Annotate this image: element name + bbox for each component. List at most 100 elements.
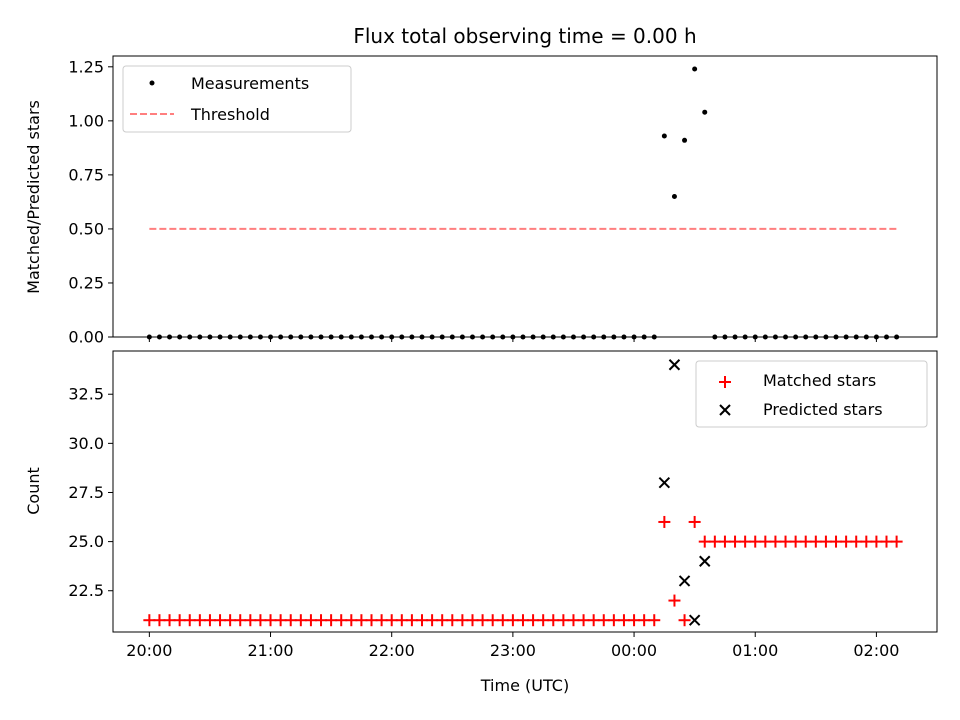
bottom-legend-box — [695, 360, 928, 428]
measurement-point — [702, 109, 708, 115]
matched-star-point — [890, 535, 903, 548]
matched-star-point — [203, 614, 216, 627]
legend-predicted-label: Predicted stars — [763, 400, 883, 419]
predicted-star-point — [688, 614, 701, 626]
matched-star-point — [294, 614, 307, 627]
matched-star-point — [466, 614, 479, 627]
matched-star-point — [143, 614, 156, 627]
matched-star-point — [799, 535, 812, 548]
matched-star-point — [496, 614, 509, 627]
bottom-axes-frame — [112, 350, 938, 633]
top-y-tick-label: 0.50 — [68, 219, 104, 238]
matched-star-point — [597, 614, 610, 627]
matched-star-point — [456, 614, 469, 627]
matched-star-point — [446, 614, 459, 627]
matched-star-point — [830, 535, 843, 548]
matched-star-point — [870, 535, 883, 548]
predicted-star-point — [658, 476, 671, 489]
matched-star-point — [729, 535, 742, 548]
matched-star-point — [628, 614, 641, 627]
top-legend: Measurements Threshold — [122, 65, 352, 133]
matched-star-point — [617, 614, 630, 627]
matched-star-point — [557, 614, 570, 627]
matched-star-point — [304, 614, 317, 627]
x-tick-label: 01:00 — [732, 641, 778, 660]
matched-star-point — [395, 614, 408, 627]
x-tick-label: 22:00 — [369, 641, 415, 660]
matched-star-point — [516, 614, 529, 627]
matched-star-point — [658, 515, 671, 528]
matched-star-point — [274, 614, 287, 627]
bottom-panel: 22.5 25.0 27.5 30.0 32.5 20:00 21:00 22:00 23:00… — [24, 350, 938, 695]
matched-star-point — [860, 535, 873, 548]
matched-star-point — [648, 614, 661, 627]
x-tick-label: 20:00 — [126, 641, 172, 660]
matched-star-point — [739, 535, 752, 548]
matched-star-point — [375, 614, 388, 627]
matched-star-point — [385, 614, 398, 627]
matched-star-point — [567, 614, 580, 627]
matched-star-point — [708, 535, 721, 548]
matched-star-point — [718, 535, 731, 548]
legend-measurements-label: Measurements — [191, 74, 309, 93]
predicted-star-point — [699, 555, 711, 567]
matched-star-point — [335, 614, 348, 627]
matched-star-point — [244, 614, 257, 627]
matched-star-point — [547, 614, 560, 627]
matched-star-point — [678, 614, 691, 627]
x-tick-label: 00:00 — [611, 641, 657, 660]
matched-star-point — [809, 535, 822, 548]
measurement-point — [682, 137, 688, 143]
matched-star-point — [840, 535, 853, 548]
matched-star-point — [476, 614, 489, 627]
x-tick-label: 02:00 — [853, 641, 899, 660]
matched-star-point — [254, 614, 267, 627]
matched-star-point — [749, 535, 762, 548]
top-legend-box — [122, 65, 352, 133]
chart-title: Flux total observing time = 0.00 h — [353, 24, 696, 48]
matched-star-point — [153, 614, 166, 627]
bot-y-tick-label: 27.5 — [68, 483, 104, 502]
matched-star-point — [607, 614, 620, 627]
matched-star-point — [315, 614, 328, 627]
matched-star-point — [819, 535, 832, 548]
matched-star-point — [688, 515, 701, 528]
bot-y-tick-label: 32.5 — [68, 385, 104, 404]
matched-star-point — [506, 614, 519, 627]
matched-star-point — [668, 594, 681, 607]
matched-star-point — [779, 535, 792, 548]
top-y-tick-label: 0.75 — [68, 165, 104, 184]
matched-star-point — [759, 535, 772, 548]
matched-star-point — [426, 614, 439, 627]
matched-star-point — [850, 535, 863, 548]
matched-star-point — [789, 535, 802, 548]
bottom-legend: Matched stars Predicted stars — [695, 360, 928, 428]
x-tick-label: 21:00 — [247, 641, 293, 660]
predicted-star-point — [668, 359, 681, 371]
measurement-point — [692, 66, 698, 72]
bot-y-tick-label: 30.0 — [68, 434, 104, 453]
matched-star-point — [577, 614, 590, 627]
matched-star-point — [365, 614, 378, 627]
matched-star-point — [193, 614, 206, 627]
top-y-tick-label: 0.00 — [68, 328, 104, 347]
matched-star-point — [264, 614, 277, 627]
matched-star-point — [163, 614, 176, 627]
legend-measurements-marker — [149, 80, 155, 86]
matched-star-point — [224, 614, 237, 627]
matched-star-point — [416, 614, 428, 627]
predicted-star-point — [678, 575, 691, 587]
top-y-axis-label: Matched/Predicted stars — [24, 100, 43, 294]
measurement-point — [671, 194, 677, 199]
matched-star-point — [638, 614, 651, 627]
matched-star-point — [880, 535, 893, 548]
x-axis-label: Time (UTC) — [480, 676, 569, 695]
bot-y-tick-label: 22.5 — [68, 581, 104, 600]
legend-matched-marker — [719, 376, 731, 388]
matched-star-point — [284, 614, 297, 627]
matched-star-point — [355, 614, 368, 627]
matched-star-point — [183, 614, 196, 627]
measurement-point — [661, 133, 667, 139]
legend-threshold-label: Threshold — [190, 105, 270, 124]
